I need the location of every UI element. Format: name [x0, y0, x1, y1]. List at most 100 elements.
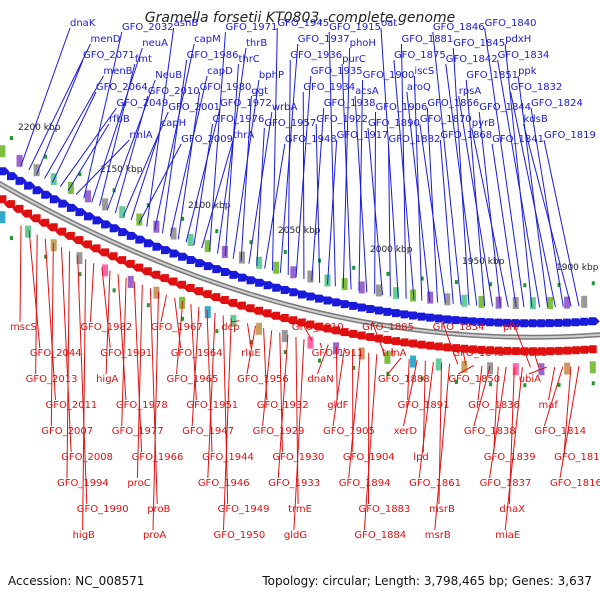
forward-gene-arrow	[152, 242, 164, 251]
reverse-gene-arrow	[551, 346, 563, 355]
annotation-block	[307, 270, 314, 283]
reverse-gene-arrow	[277, 314, 289, 323]
tick-label: 2000 kbp	[370, 245, 413, 255]
tick-label: 1950 kbp	[462, 257, 505, 267]
marker	[523, 283, 527, 288]
reverse-gene-arrow	[80, 240, 92, 249]
forward-leader-line	[510, 91, 556, 308]
reverse-gene-arrow	[397, 338, 409, 347]
reverse-leader-line	[190, 304, 197, 401]
reverse-gene-label: GFO_1910	[292, 322, 344, 333]
marker	[557, 382, 561, 387]
forward-gene-arrow	[486, 318, 498, 327]
forward-gene-label: GFO_2010	[148, 86, 200, 97]
reverse-gene-arrow	[354, 331, 366, 340]
reverse-gene-label: GFO_1891	[398, 400, 450, 411]
reverse-leader-line	[391, 347, 394, 357]
reverse-gene-label: GFO_1850	[448, 374, 500, 385]
annotation-block	[119, 206, 126, 219]
forward-gene-label: GFO_1840	[485, 18, 537, 29]
forward-gene-arrow	[520, 319, 532, 328]
annotation-block	[410, 355, 417, 368]
forward-leader-line	[478, 111, 501, 307]
forward-gene-label: GFO_1875	[394, 50, 446, 61]
forward-gene-label: GFO_1986	[187, 50, 239, 61]
reverse-gene-label: GFO_1978	[116, 400, 168, 411]
marker	[78, 272, 82, 277]
reverse-gene-label: GFO_1944	[202, 452, 254, 463]
reverse-leader-line	[293, 338, 305, 531]
forward-gene-label: GFO_1971	[225, 22, 277, 33]
forward-gene-label: GFO_1890	[368, 118, 420, 129]
annotation-block	[512, 363, 519, 376]
reverse-gene-label: dnaN	[307, 374, 333, 385]
reverse-gene-arrow	[3, 200, 15, 209]
annotation-block	[384, 351, 391, 364]
forward-gene-label: GFO_1842	[446, 54, 498, 65]
forward-leader-line	[388, 143, 391, 297]
forward-leader-line	[419, 123, 446, 304]
reverse-gene-label: GFO_1883	[359, 504, 411, 515]
reverse-leader-line	[152, 291, 159, 531]
reverse-gene-label: GFO_1965	[167, 374, 219, 385]
reverse-gene-arrow	[260, 309, 272, 318]
marker	[352, 265, 356, 270]
reverse-gene-arrow	[38, 218, 50, 227]
forward-leader-line	[99, 63, 136, 206]
reverse-gene-arrow	[406, 339, 418, 348]
annotation-block	[487, 362, 494, 375]
reverse-gene-arrow	[269, 311, 281, 320]
forward-leader-line	[367, 127, 384, 296]
forward-gene-label: GFO_1845	[453, 38, 505, 49]
forward-gene-arrow	[426, 313, 438, 322]
forward-gene-arrow	[297, 290, 309, 299]
forward-gene-arrow	[460, 316, 472, 325]
forward-leader-line	[504, 43, 533, 308]
reverse-leader-line	[543, 366, 564, 427]
forward-leader-line	[426, 107, 439, 303]
reverse-gene-arrow	[175, 280, 187, 289]
reverse-gene-label: lpd	[413, 452, 428, 463]
reverse-gene-label: GFO_1836	[468, 400, 520, 411]
annotation-block	[589, 361, 596, 374]
marker	[9, 136, 13, 141]
forward-leader-line	[106, 79, 156, 210]
reverse-gene-label: GFO_1861	[409, 478, 461, 489]
forward-gene-arrow	[220, 268, 232, 277]
reverse-leader-line	[277, 334, 289, 479]
forward-leader-line	[341, 63, 352, 290]
reverse-gene-arrow	[346, 329, 358, 338]
marker	[386, 271, 390, 276]
marker	[489, 382, 493, 387]
forward-leader-line	[169, 75, 208, 237]
reverse-leader-line	[50, 243, 54, 427]
forward-gene-arrow	[186, 256, 198, 265]
forward-gene-arrow	[32, 186, 44, 195]
forward-gene-label: capD	[207, 66, 233, 77]
reverse-gene-arrow	[431, 342, 443, 351]
reverse-leader-line	[473, 366, 491, 427]
forward-gene-arrow	[280, 286, 292, 295]
reverse-gene-arrow	[320, 324, 332, 333]
reverse-gene-label: GFO_1848	[452, 348, 504, 359]
annotation-block	[375, 284, 382, 297]
forward-gene-arrow	[443, 315, 455, 324]
annotation-block	[153, 286, 160, 299]
forward-leader-line	[458, 95, 494, 307]
forward-gene-arrow	[417, 312, 429, 321]
reverse-leader-line	[301, 321, 313, 342]
forward-gene-arrow	[503, 318, 515, 327]
forward-leader-line	[130, 127, 162, 221]
forward-leader-line	[380, 27, 399, 298]
reverse-leader-line	[348, 351, 362, 479]
forward-gene-arrow	[263, 281, 275, 290]
annotation-block	[495, 296, 502, 309]
reverse-gene-arrow	[234, 301, 246, 310]
annotation-block	[16, 154, 23, 167]
reverse-gene-arrow	[166, 277, 178, 286]
forward-leader-line	[445, 63, 478, 306]
annotation-block	[529, 297, 536, 310]
annotation-block	[461, 294, 468, 307]
forward-gene-label: oat	[381, 18, 397, 29]
reverse-gene-label: higA	[96, 374, 118, 385]
